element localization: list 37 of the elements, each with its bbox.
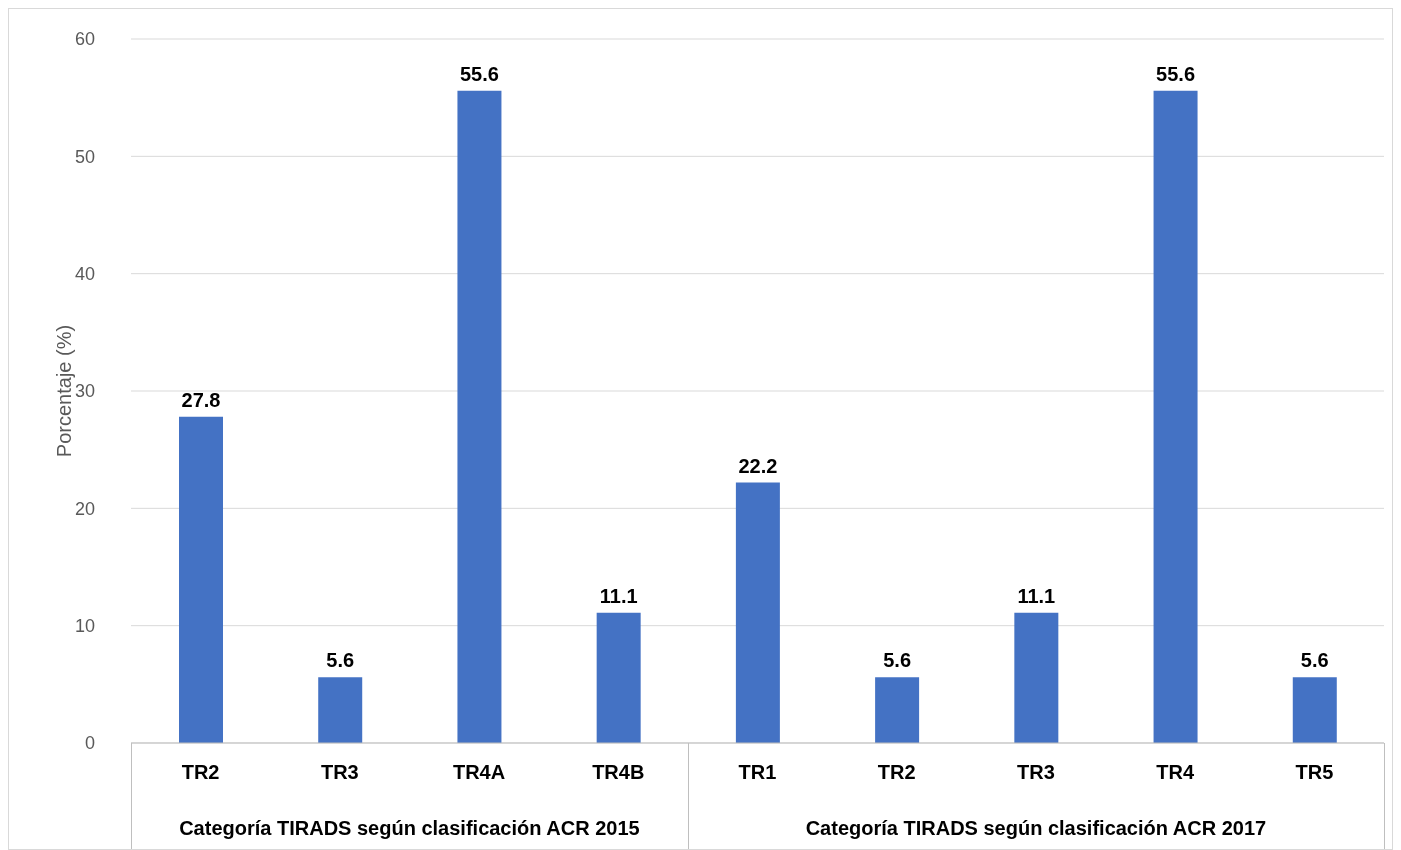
y-tick-label: 60 [74, 29, 95, 50]
data-label: 5.6 [883, 649, 912, 672]
y-tick-label: 40 [74, 264, 95, 285]
bar [596, 612, 641, 743]
x-tick-label: TR3 [1017, 761, 1055, 784]
text: Categoría TIRADS según clasificación ACR 2015 [178, 817, 641, 840]
x-tick-label: TR4 [1156, 761, 1195, 784]
x-tick-label: TR4B [592, 761, 645, 784]
y-tick-label: 30 [74, 381, 95, 402]
text: Categoría TIRADS según clasificación ACR 2017 [804, 817, 1268, 840]
bar [1153, 90, 1198, 743]
y-tick-label: 50 [74, 146, 95, 167]
data-label: 55.6 [459, 62, 499, 85]
data-label: 22.2 [738, 454, 778, 477]
x-tick-label: TR3 [320, 761, 359, 784]
y-tick-label: 0 [84, 733, 95, 754]
x-tick-label: TR2 [181, 761, 220, 784]
x-tick-label: TR2 [877, 761, 916, 784]
bar [875, 677, 920, 743]
data-label: 55.6 [1156, 62, 1196, 85]
x-tick-label: TR1 [738, 761, 777, 784]
bar [318, 677, 363, 743]
data-label: 11.1 [1017, 584, 1056, 607]
x-tick-label: TR4A [452, 761, 506, 784]
x-tick-label: TR5 [1295, 761, 1334, 784]
y-axis-title: Porcentaje (%) [53, 324, 76, 458]
y-tick-label: 10 [74, 616, 95, 637]
y-tick-label: 20 [74, 498, 95, 519]
data-label: 5.6 [326, 649, 355, 672]
bar [735, 482, 780, 743]
data-label: 27.8 [181, 388, 221, 411]
bar [457, 90, 502, 743]
data-label: 5.6 [1300, 649, 1329, 672]
bar [1014, 612, 1059, 743]
data-label: 11.1 [599, 584, 638, 607]
bar [179, 416, 223, 743]
bar [1292, 677, 1337, 743]
